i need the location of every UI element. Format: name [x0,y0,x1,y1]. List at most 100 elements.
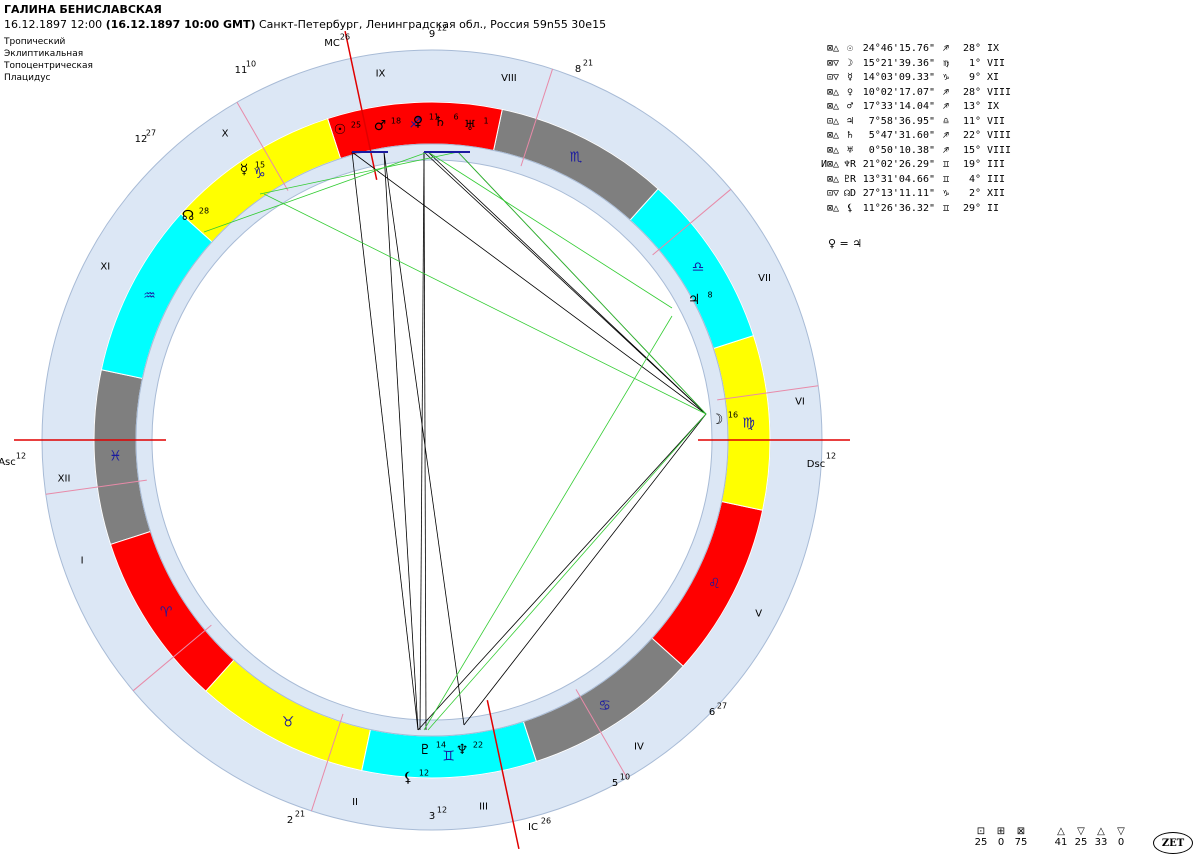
planet-degree: 8 [707,291,712,300]
planet-degree: 6 [453,113,458,122]
planet-row: ⊠△ ♀ 10°02'17.07" ♐ 28° VIII [795,86,1023,101]
planet-row: ⊠△ ♄ 5°47'31.60" ♐ 22° VIII [795,129,1023,144]
planet-degree: 14 [436,741,446,750]
house-number: VIII [501,73,517,84]
planet-position: 7°58'36.95" [868,115,935,127]
birth-info: 16.12.1897 12:00 (16.12.1897 10:00 GMT) … [4,17,606,32]
asc-degree: 12 [16,452,26,461]
planet-house: IX [987,101,1000,112]
planet-degree: 15 [255,161,265,170]
aspect-stat-count: 41 [1054,837,1068,848]
planet-row: ⊠△ ♅ 0°50'10.38" ♐ 15° VIII [795,144,1023,159]
planet-sign: ♊ [942,159,950,170]
house-number: VII [758,273,771,284]
house-cusp-line [311,713,344,812]
cusp-number: 8 [575,64,581,75]
planet-house: II [987,202,1000,214]
aspect-stat-count: 25 [1074,837,1088,848]
planet-house: VIII [987,130,1012,141]
dsc-label: Dsc [807,459,825,470]
chart-header: ГАЛИНА БЕНИСЛАВСКАЯ 16.12.1897 12:00 (16… [4,2,606,32]
planet-symbol: ♀ [846,86,854,98]
planet-position: 27°13'11.11" [862,188,935,199]
zet-logo-text: ZET [1161,837,1185,849]
zodiac-sign-glyph: ♉ [282,714,295,730]
house-cusp-line [575,689,628,778]
house-cusp-line [652,188,732,256]
zodiac-sign-glyph: ♋ [598,698,611,714]
person-name: ГАЛИНА БЕНИСЛАВСКАЯ [4,3,162,16]
center-setting: Топоцентрическая [4,61,93,71]
zodiac-setting: Тропический [4,37,66,47]
house-number: IV [634,742,644,753]
house-degree: 19° [962,159,981,170]
planet-house: III [987,159,1006,170]
planet-sign: ♎ [942,115,950,127]
planet-sign: ♐ [942,130,950,141]
planet-row: И⊠△ ♆R 21°02'26.29" ♊ 19° III [795,158,1023,173]
house-degree: 2° [968,188,981,199]
house-cusp-line [717,385,819,401]
aspect-line-black [351,151,707,415]
planet-degree: 1 [483,117,488,126]
planet-sign: ♊ [942,202,950,214]
planet-symbol: ☉ [846,43,854,54]
planet-row: ⊡△ ♃ 7°58'36.95" ♎ 11° VII [795,115,1023,130]
planet-sign: ♐ [942,86,950,98]
house-number: VI [795,396,805,407]
zet-logo[interactable]: ZET [1153,832,1193,854]
ic-label: IC [528,822,538,833]
aspect-stat: ▽ 0 [1114,826,1128,848]
planet-degree: 12 [419,769,429,778]
aspect-stat-icon: △ [1097,826,1105,837]
aspect-stat: △ 41 [1054,826,1068,848]
planet-position: 13°31'04.66" [862,173,935,185]
aspect-line-black [383,151,419,731]
house-degree: 28° [962,43,981,54]
planet-position: 24°46'15.76" [862,43,935,54]
birth-place: Санкт-Петербург, Ленинградская обл., Рос… [258,18,607,31]
conjunction-note: ♀ = ♃ [828,237,863,250]
planet-sign: ♐ [942,43,950,54]
planet-glyph: ♄ [434,114,447,130]
planet-degree: 16 [728,411,738,420]
aspect-line-green [259,151,459,195]
planet-row: ⊡▽ ☊D 27°13'11.11" ♑ 2° XII [795,187,1023,202]
planet-glyph: ☽ [711,412,724,428]
ic-axis-line [486,700,520,850]
aspect-stat-icon: ⊞ [996,826,1006,837]
mc-degree: 26 [340,33,350,42]
cusp-number: 2 [287,815,293,826]
aspect-area [151,159,713,721]
house-number: XII [58,474,71,485]
house-degree: 28° [962,86,981,98]
planet-house: VII [987,57,1006,69]
planet-aspects: ⊠△ [826,86,839,98]
planet-symbol: ♆R [843,159,857,170]
planet-symbol: ☽ [846,57,854,69]
aspect-stat: △ 33 [1094,826,1108,848]
planet-row: ⊠△ ☉ 24°46'15.76" ♐ 28° IX [795,42,1023,57]
zodiac-sign-glyph: ♈ [160,605,173,621]
planet-symbol: ♂ [846,101,854,112]
aspect-stat-icon: ⊡ [976,826,986,837]
house-number: III [479,801,488,812]
planet-position: 5°47'31.60" [868,130,935,141]
planet-aspects: ⊠△ [826,43,839,54]
house-system-setting: Плацидус [4,73,51,83]
zodiac-sign-glyph: ♑ [253,166,266,182]
planet-row: ⊠△ ⚸ 11°26'36.32" ♊ 29° II [795,202,1023,217]
aspect-line-black [423,151,427,731]
aspect-line-black [463,413,707,726]
aspect-stat: ⊠ 75 [1014,826,1028,848]
cusp-degree: 27 [146,129,156,138]
house-degree: 11° [962,115,981,127]
zodiac-sign-glyph: ♍ [742,415,755,431]
aspect-stat-count: 25 [974,837,988,848]
planet-aspects: ⊡▽ [826,72,839,83]
planet-sign: ♐ [942,144,950,156]
planet-degree: 22 [473,741,483,750]
planet-house: III [987,173,1006,185]
planet-house: VIII [987,144,1012,156]
planet-house: VII [987,115,1006,127]
